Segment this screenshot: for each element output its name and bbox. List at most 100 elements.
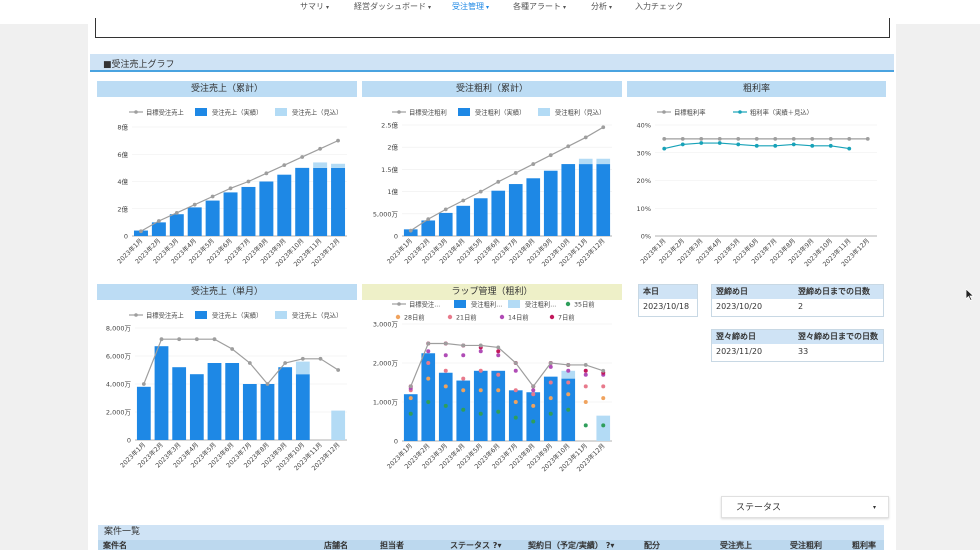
line-marker xyxy=(662,136,667,141)
nav-management-dashboard[interactable]: 経営ダッシュボード ▾ xyxy=(354,1,431,21)
y-tick-label: 2億 xyxy=(387,143,398,152)
series-line xyxy=(143,338,339,385)
line-marker xyxy=(177,337,182,342)
bar xyxy=(596,158,611,165)
line-marker xyxy=(810,143,815,148)
nav-label: 入力チェック xyxy=(635,2,683,11)
chevron-down-icon: ▾ xyxy=(563,4,567,11)
column-header-sales[interactable]: 受注売上 xyxy=(720,541,752,550)
bar xyxy=(295,167,310,236)
column-header-store[interactable]: 店舗名 xyxy=(324,541,348,550)
legend-bar-swatch xyxy=(195,108,207,116)
data-point xyxy=(513,415,518,420)
line-marker xyxy=(426,341,431,346)
legend-label: 受注売上（実績） xyxy=(212,108,262,117)
line-marker xyxy=(230,347,235,351)
data-point xyxy=(426,400,431,404)
data-point xyxy=(443,384,448,389)
line-marker xyxy=(699,141,704,145)
section-header: ■受注売上グラフ xyxy=(90,54,894,72)
column-header-allocation[interactable]: 配分 xyxy=(644,541,660,550)
nav-input-check[interactable]: 入力チェック xyxy=(635,1,683,21)
nav-analysis[interactable]: 分析 ▾ xyxy=(591,1,612,21)
legend-marker xyxy=(662,110,666,114)
y-tick-label: 40% xyxy=(637,122,651,130)
legend-bar-swatch xyxy=(454,300,466,308)
chevron-down-icon: ▾ xyxy=(428,4,432,11)
bar xyxy=(438,212,453,236)
today-label: 本日 xyxy=(639,285,697,299)
bar xyxy=(133,230,148,236)
y-tick-label: 30% xyxy=(637,149,651,157)
data-point xyxy=(461,376,466,381)
column-header-owner[interactable]: 担当者 xyxy=(380,541,404,550)
bar xyxy=(331,167,346,236)
line-marker xyxy=(246,179,251,184)
project-list-header: 案件名 店舗名 担当者 ステータス ?▾ 契約日（予定/実績） ?▾ 配分 受注… xyxy=(98,540,884,550)
data-point xyxy=(531,388,536,393)
y-tick-label: 0 xyxy=(394,233,398,241)
nav-label: 経営ダッシュボード xyxy=(354,2,426,11)
help-sort-icon: ?▾ xyxy=(492,541,502,550)
y-tick-label: 4億 xyxy=(117,177,128,186)
bar xyxy=(259,181,274,236)
column-header-project[interactable]: 案件名 xyxy=(103,541,127,550)
chart-margin-rate: 0%10%20%30%40%2023年1月2023年2月2023年3月2023年… xyxy=(637,108,877,268)
column-header-margin[interactable]: 粗利率 xyxy=(852,541,876,550)
legend-bar-swatch xyxy=(458,108,470,116)
line-marker xyxy=(408,384,413,389)
bar xyxy=(596,164,611,236)
line-marker xyxy=(336,368,341,372)
line-marker xyxy=(496,345,501,350)
data-point xyxy=(478,388,483,393)
bar xyxy=(260,384,275,440)
column-header-status[interactable]: ステータス ?▾ xyxy=(450,542,501,550)
data-point xyxy=(583,423,588,428)
next-next-close-days: 33 xyxy=(798,347,809,356)
next-close-date: 2023/10/20 xyxy=(716,302,763,311)
data-point xyxy=(478,368,483,373)
legend-marker xyxy=(134,313,138,317)
legend-label: 受注粗利... xyxy=(525,300,556,309)
data-point xyxy=(583,372,588,377)
chart-cumulative-profit: 05,000万1億1.5億2億2.5億2023年1月2023年2月2023年3月… xyxy=(373,108,612,268)
line-marker xyxy=(300,356,305,361)
next-next-close-days-label: 翌々締め日までの日数 xyxy=(798,332,878,341)
column-header-profit[interactable]: 受注粗利 xyxy=(790,541,822,550)
nav-alerts[interactable]: 各種アラート ▾ xyxy=(513,1,566,21)
bar xyxy=(526,178,541,236)
line-marker xyxy=(810,136,815,141)
line-marker xyxy=(210,194,215,199)
legend-bar-swatch xyxy=(275,108,287,116)
bar xyxy=(136,386,151,440)
status-filter-dropdown[interactable]: ステータス ▾ xyxy=(721,496,889,518)
next-close-days: 2 xyxy=(798,302,804,311)
column-header-contract-date[interactable]: 契約日（予定/実績） ?▾ xyxy=(528,542,614,550)
line-marker xyxy=(228,186,233,191)
bar xyxy=(491,190,506,236)
line-marker xyxy=(300,155,305,159)
y-tick-label: 8億 xyxy=(117,123,128,132)
bar xyxy=(225,363,240,440)
nav-summary[interactable]: サマリ ▾ xyxy=(300,1,329,21)
series-line xyxy=(140,140,339,232)
data-point xyxy=(408,396,413,401)
line-marker xyxy=(408,228,413,233)
data-point xyxy=(548,411,553,416)
line-marker xyxy=(426,217,431,222)
data-point xyxy=(566,380,571,385)
line-marker xyxy=(318,356,323,361)
data-point xyxy=(548,380,553,385)
help-sort-icon: ?▾ xyxy=(605,541,615,550)
data-point xyxy=(496,353,501,358)
chart-title-monthly-sales: 受注売上（単月） xyxy=(97,284,357,300)
data-point xyxy=(601,423,606,428)
legend-marker xyxy=(738,110,742,114)
y-tick-label: 2,000万 xyxy=(106,409,132,417)
bar xyxy=(277,174,292,236)
bar xyxy=(403,394,418,441)
legend-dot-swatch xyxy=(395,314,401,320)
chevron-down-icon: ▾ xyxy=(872,504,876,511)
bar xyxy=(578,158,593,165)
bar xyxy=(223,192,238,236)
